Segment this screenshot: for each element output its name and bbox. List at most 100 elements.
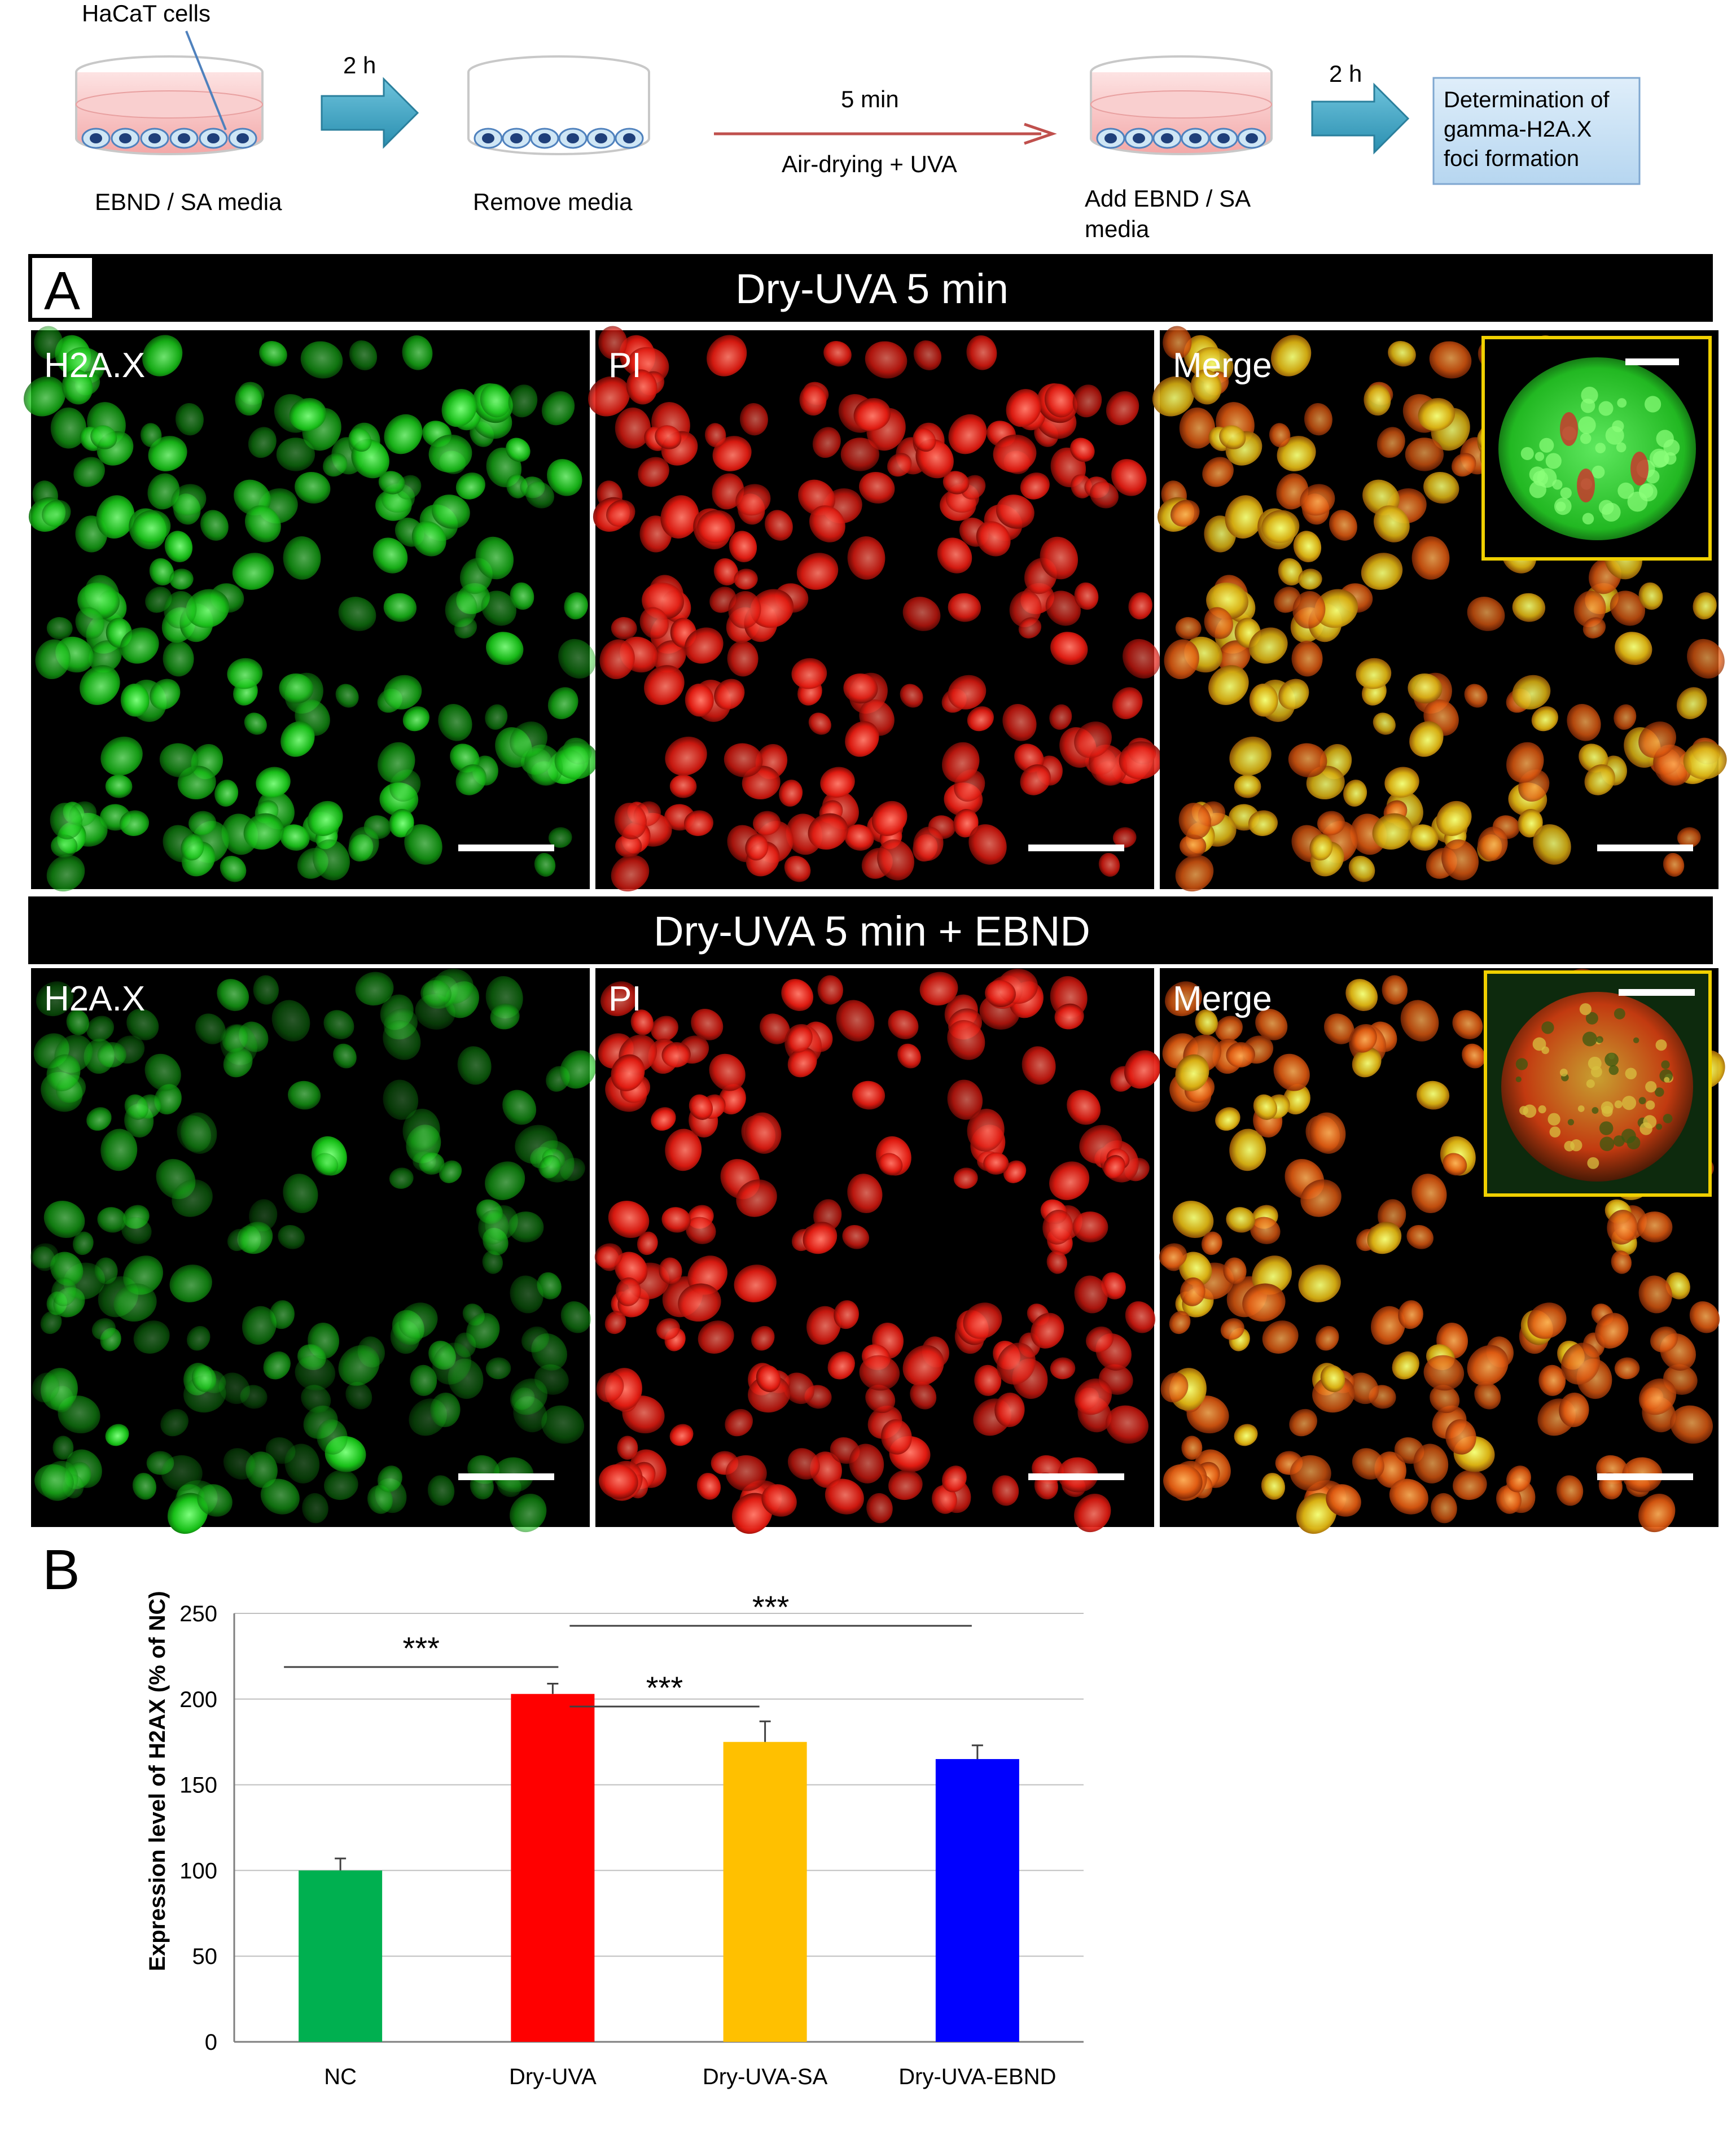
cell-nucleus <box>1352 1047 1382 1078</box>
cell-nucleus <box>1202 457 1234 487</box>
cell-nucleus <box>389 809 414 838</box>
cell-nucleus <box>1614 1357 1640 1380</box>
cell-nucleus <box>1317 811 1345 835</box>
error-bar <box>335 1857 347 1871</box>
focus-dot <box>1580 432 1592 444</box>
cell-nucleus <box>847 1174 883 1213</box>
cell-nucleus <box>307 800 343 836</box>
cell-nucleus <box>1175 617 1202 640</box>
focus-dot <box>1596 1036 1603 1043</box>
micrograph-pi-row1: PI <box>588 326 1163 892</box>
cell-nucleus <box>50 802 82 839</box>
cell-nucleus <box>317 1419 348 1455</box>
cell-nucleus <box>614 1252 648 1286</box>
focus-dot <box>1582 513 1594 525</box>
cell-nucleus <box>963 1302 1002 1339</box>
micrograph-h2ax-row1: H2A.X <box>23 326 598 892</box>
cell-nucleus <box>604 1311 626 1335</box>
cell-nucleus <box>1271 335 1312 377</box>
cell-nucleus <box>1253 1094 1278 1120</box>
focus-dot <box>1515 1076 1522 1083</box>
cell-nucleus <box>508 384 538 418</box>
focus-dot <box>1587 1157 1599 1169</box>
scale-bar <box>1597 1473 1693 1480</box>
cell-nucleus <box>683 810 714 836</box>
cell-nucleus <box>639 607 669 639</box>
cell-nucleus <box>1293 531 1322 563</box>
y-tick-label: 100 <box>179 1858 217 1883</box>
cell-nucleus <box>289 398 327 431</box>
cell-nucleus <box>948 593 981 622</box>
focus-dot <box>1519 1106 1528 1115</box>
focus-dot <box>1661 1060 1670 1069</box>
cell-nucleus <box>259 341 287 367</box>
cell-nucleus <box>383 593 417 622</box>
focus-dot <box>1652 450 1669 467</box>
cell-nucleus <box>1278 558 1303 586</box>
focus-dot <box>1592 1107 1599 1114</box>
focus-dot <box>1582 1031 1597 1047</box>
nucleus-icon <box>1104 133 1117 143</box>
cell-nucleus <box>169 1265 212 1302</box>
cell-nucleus <box>490 1003 520 1030</box>
scale-bar <box>458 845 554 851</box>
cell-nucleus <box>383 1079 419 1120</box>
cell-nucleus <box>160 1408 188 1437</box>
cell-nucleus <box>1392 1351 1419 1380</box>
cell-nucleus <box>52 1436 74 1460</box>
cell-nucleus <box>1049 704 1072 730</box>
cell-nucleus <box>696 1473 721 1500</box>
cell-nucleus <box>133 510 171 544</box>
significance-bracket: *** <box>569 1589 972 1627</box>
cell-nucleus <box>1615 632 1652 666</box>
cell-nucleus <box>1638 582 1663 610</box>
cell-nucleus <box>322 453 348 477</box>
cell-nucleus <box>985 980 1016 1007</box>
cell-nucleus <box>779 780 803 807</box>
cell-nucleus <box>133 1320 170 1354</box>
cell-nucleus <box>685 683 714 717</box>
cell-nucleus <box>1050 632 1088 666</box>
cell-nucleus <box>638 457 669 487</box>
cell-nucleus <box>698 1320 734 1354</box>
cell-nucleus <box>172 1179 213 1217</box>
cell-nucleus <box>1467 1345 1509 1386</box>
focus-dot <box>1617 398 1627 408</box>
cell-nucleus <box>402 335 433 370</box>
cell-nucleus <box>734 568 758 590</box>
cell-nucleus <box>313 839 350 881</box>
cell-nucleus <box>655 425 682 449</box>
cell-nucleus <box>75 607 104 639</box>
focus-dot <box>1599 1121 1614 1135</box>
focus-dot <box>1664 1077 1670 1083</box>
cell-nucleus <box>40 1311 62 1335</box>
cell-nucleus <box>1111 459 1147 496</box>
result-line2: gamma-H2A.X <box>1444 117 1592 142</box>
cell-nucleus <box>704 423 726 448</box>
cell-nucleus <box>712 436 752 471</box>
cell-nucleus <box>1226 1042 1255 1068</box>
focus-dot <box>1617 482 1634 499</box>
cell-nucleus <box>1223 1257 1247 1284</box>
cell-nucleus <box>1315 1325 1339 1351</box>
cell-nucleus <box>377 1465 402 1493</box>
cell-nucleus <box>888 1010 919 1039</box>
cell-nucleus <box>1006 389 1042 427</box>
cell-nucleus <box>1320 1364 1345 1393</box>
cell-nucleus <box>948 675 987 710</box>
cell-nucleus <box>1559 1392 1589 1428</box>
focus-dot <box>1554 497 1572 515</box>
cell-nucleus <box>411 521 446 557</box>
cell-nucleus <box>1309 1112 1346 1154</box>
row2-title-bar <box>28 896 1713 964</box>
cell-nucleus <box>1074 1378 1112 1415</box>
cell-nucleus <box>1372 813 1413 850</box>
cell-nucleus <box>1289 1408 1317 1437</box>
significance-bracket: *** <box>569 1670 760 1708</box>
cell-nucleus <box>1049 1161 1090 1200</box>
cell-nucleus <box>713 558 739 586</box>
focus-dot <box>1538 1105 1546 1114</box>
cell-nucleus <box>263 1351 291 1380</box>
cell-nucleus <box>256 767 291 798</box>
cell-nucleus <box>142 335 183 377</box>
